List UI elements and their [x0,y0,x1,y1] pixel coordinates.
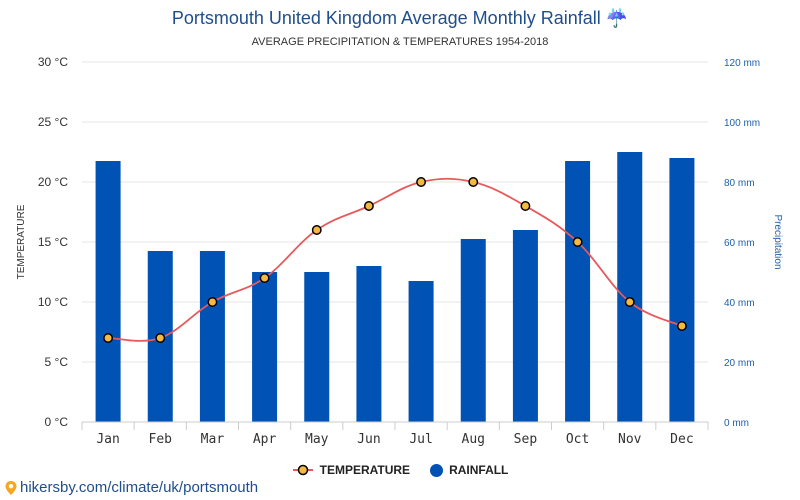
legend-label-temperature: TEMPERATURE [319,463,411,477]
temperature-point [207,297,218,307]
legend-label-rainfall: RAINFALL [449,463,509,477]
y-right-tick-label: 80 mm [724,178,755,189]
grid-lines [82,61,708,363]
temperature-legend-icon [292,464,313,476]
y-right-tick-label: 40 mm [724,298,755,309]
rainfall-bar [408,281,434,422]
temperature-point [363,201,374,211]
axes: 0 °C 5 °C 10 °C 15 °C 20 °C 25 °C 30 °C 0 mm 20 … [16,55,783,447]
x-tick-label: Apr [253,432,277,447]
y-left-tick-label: 20 °C [38,175,68,189]
x-tick-label: Jan [96,432,119,447]
chart-subtitle: AVERAGE PRECIPITATION & TEMPERATURES 195… [251,36,549,48]
temperature-line-group [103,177,687,343]
y-left-tick-label: 10 °C [38,295,68,309]
y-left-axis-title: TEMPERATURE [16,204,27,279]
rainfall-bar [460,239,486,422]
y-right-tick-label: 100 mm [724,118,760,129]
rainfall-bar [356,266,382,422]
y-left-tick-label: 5 °C [45,355,69,369]
x-tick-label: Feb [149,432,173,447]
legend-item-temperature[interactable]: TEMPERATURE [292,463,410,477]
rainfall-bar [252,272,278,422]
temperature-line [108,177,683,342]
x-tick-label: Mar [201,432,225,447]
rainfall-bar [565,161,591,422]
temperature-point [624,297,635,307]
y-right-tick-label: 60 mm [724,238,755,249]
x-tick-label: Nov [618,432,642,447]
temperature-point [520,201,531,211]
temperature-point [468,177,479,187]
temperature-point [311,225,322,235]
temperature-point [259,273,270,283]
rainfall-bar [669,158,695,422]
y-right-axis-title: Precipitation [772,214,783,269]
x-tick-label: Jul [409,432,432,447]
y-right-tick-label: 20 mm [724,358,755,369]
rainfall-bar [199,251,225,422]
source-text: hikersby.com/climate/uk/portsmouth [20,479,259,496]
temperature-point [416,177,427,187]
temperature-point [103,333,114,343]
legend: TEMPERATURE RAINFALL [0,463,800,477]
temperature-point [155,333,166,343]
y-right-tick-label: 0 mm [724,418,749,429]
y-left-tick-label: 15 °C [38,235,68,249]
y-left-tick-label: 25 °C [38,115,68,129]
source-link[interactable]: hikersby.com/climate/uk/portsmouth [4,479,258,496]
y-left-tick-label: 30 °C [38,55,68,69]
rainfall-legend-icon [430,463,444,477]
x-tick-label: Aug [462,432,485,447]
y-left-tick-label: 0 °C [45,415,69,429]
x-tick-label: May [305,432,329,447]
rainfall-bar [617,152,643,422]
rainfall-bar [304,272,330,422]
climate-chart: 0 °C 5 °C 10 °C 15 °C 20 °C 25 °C 30 °C 0 mm 20 … [16,55,783,447]
location-pin-icon [5,480,17,495]
x-tick-label: Jun [357,432,380,447]
chart-title: Portsmouth United Kingdom Average Monthl… [171,8,629,28]
rainfall-bar [512,230,538,422]
legend-item-rainfall[interactable]: RAINFALL [430,463,508,477]
y-right-tick-label: 120 mm [724,58,760,69]
x-tick-label: Sep [514,432,538,447]
temperature-point [572,237,583,247]
temperature-point [676,321,687,331]
x-tick-label: Dec [670,432,693,447]
x-tick-label: Oct [566,432,589,447]
rainfall-bar [95,161,121,422]
